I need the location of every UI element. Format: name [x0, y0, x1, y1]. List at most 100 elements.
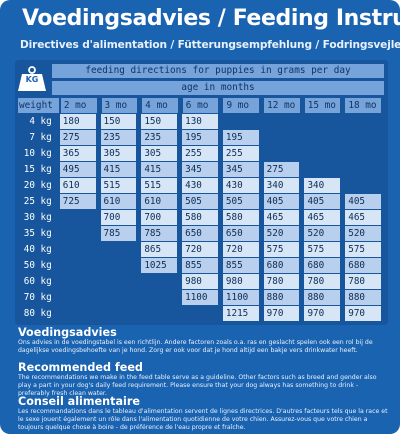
grams-cell: [141, 290, 177, 305]
grams-cell: 575: [345, 242, 381, 257]
grams-cell: [60, 306, 96, 321]
grams-cell: 275: [59, 130, 96, 145]
grams-cell: 255: [182, 146, 218, 161]
note-section: Conseil alimentaire Les recommandations d…: [18, 396, 390, 431]
grams-cell: 610: [59, 178, 96, 193]
grams-cell: 515: [100, 178, 137, 193]
note-section: Voedingsadvies Ons advies in de voedingst…: [18, 327, 390, 355]
weight-cell: 10 kg: [18, 146, 58, 161]
grams-cell: 785: [100, 226, 137, 241]
grams-cell: 430: [222, 178, 259, 193]
grams-cell: [345, 130, 381, 145]
grams-cell: 505: [222, 194, 259, 209]
grams-cell: 235: [100, 130, 137, 145]
grams-cell: 150: [141, 114, 178, 129]
grams-cell: 305: [141, 146, 178, 161]
grams-cell: 520: [345, 226, 381, 241]
table-row: 30 kg 700 700 580 580 465 465 465: [18, 210, 386, 226]
note-body: The recommendations we make in the feed …: [18, 374, 377, 397]
weight-cell: 50 kg: [18, 258, 58, 273]
weight-cell: 35 kg: [18, 226, 58, 241]
grams-cell: 195: [182, 130, 218, 145]
weight-cell: 30 kg: [18, 210, 58, 225]
grams-cell: [101, 274, 137, 289]
grams-cell: 980: [222, 274, 259, 289]
grams-cell: 430: [182, 178, 218, 193]
grams-cell: 345: [222, 162, 259, 177]
grams-cell: 520: [304, 226, 341, 241]
grams-cell: 880: [263, 290, 300, 305]
note-heading: Recommended feed: [18, 361, 143, 374]
note-heading: Conseil alimentaire: [18, 395, 140, 408]
grams-cell: [304, 162, 340, 177]
grams-cell: 415: [141, 162, 178, 177]
grams-cell: 405: [304, 194, 341, 209]
grams-cell: [223, 114, 259, 129]
grams-cell: 720: [222, 242, 259, 257]
grams-cell: 405: [345, 194, 381, 209]
grams-cell: 1100: [222, 290, 259, 305]
grams-cell: 345: [182, 162, 218, 177]
grams-cell: 580: [222, 210, 259, 225]
column-header: weight: [18, 98, 59, 113]
grams-cell: 180: [59, 114, 96, 129]
grams-cell: 1100: [182, 290, 218, 305]
grams-cell: 865: [141, 242, 178, 257]
grams-cell: [264, 130, 300, 145]
grams-cell: 275: [263, 162, 300, 177]
grams-cell: 970: [263, 306, 300, 321]
table-column-headers: weight 2 mo 3 mo 4 mo 6 mo 9 mo 12 mo 15…: [18, 98, 386, 114]
column-header: 2 mo: [60, 98, 97, 113]
column-header: 4 mo: [142, 98, 178, 113]
grams-cell: 195: [222, 130, 259, 145]
grams-cell: 465: [345, 210, 381, 225]
grams-cell: 405: [263, 194, 300, 209]
weight-cell: 60 kg: [18, 274, 58, 289]
grams-cell: [345, 178, 381, 193]
grams-cell: 880: [345, 290, 381, 305]
feeding-table: weight 2 mo 3 mo 4 mo 6 mo 9 mo 12 mo 15…: [18, 98, 386, 322]
weight-icon-shape: [18, 66, 46, 91]
table-row: 80 kg 1215 970 970 970: [18, 306, 386, 322]
grams-cell: [141, 306, 177, 321]
page-title: Voedingsadvies / Feeding Instruction: [22, 6, 400, 31]
grams-cell: 505: [182, 194, 218, 209]
grams-cell: [304, 130, 340, 145]
grams-cell: [101, 306, 137, 321]
grams-cell: [304, 146, 340, 161]
weight-cell: 40 kg: [18, 242, 58, 257]
grams-cell: 520: [263, 226, 300, 241]
grams-cell: 700: [100, 210, 137, 225]
grams-cell: 465: [263, 210, 300, 225]
weight-cell: 80 kg: [18, 306, 58, 321]
grams-cell: 725: [59, 194, 96, 209]
grams-cell: 610: [141, 194, 178, 209]
grams-cell: 650: [182, 226, 218, 241]
grams-cell: [60, 274, 96, 289]
grams-cell: 970: [345, 306, 381, 321]
table-row: 20 kg 610 515 515 430 430 340 340: [18, 178, 386, 194]
grams-cell: 150: [100, 114, 137, 129]
grams-cell: 880: [304, 290, 341, 305]
grams-cell: [60, 290, 96, 305]
grams-cell: 465: [304, 210, 341, 225]
table-row: 60 kg 980 980 780 780 780: [18, 274, 386, 290]
grams-cell: 575: [263, 242, 300, 257]
grams-cell: [60, 210, 96, 225]
grams-cell: 415: [100, 162, 137, 177]
weight-cell: 20 kg: [18, 178, 58, 193]
grams-cell: 650: [222, 226, 259, 241]
grams-cell: 1215: [222, 306, 259, 321]
grams-cell: 720: [182, 242, 218, 257]
column-header: 12 mo: [264, 98, 300, 113]
grams-cell: [141, 274, 177, 289]
grams-cell: 575: [304, 242, 341, 257]
column-header: 3 mo: [101, 98, 138, 113]
weight-cell: 15 kg: [18, 162, 58, 177]
grams-cell: 980: [182, 274, 218, 289]
grams-cell: 235: [141, 130, 178, 145]
grams-cell: [101, 290, 137, 305]
note-body: Ons advies in de voedingstabel is een ri…: [18, 339, 373, 354]
grams-cell: 855: [222, 258, 259, 273]
table-row: 7 kg 275 235 235 195 195: [18, 130, 386, 146]
